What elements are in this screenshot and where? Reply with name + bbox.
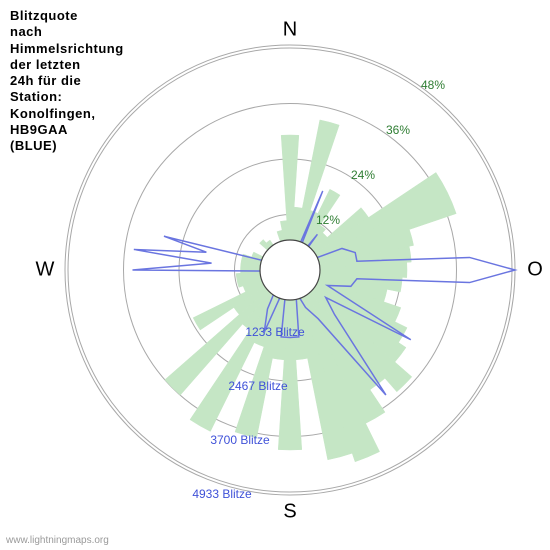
green-ring-label-0: 12% [316,213,340,227]
compass-N: N [283,19,297,42]
footer-credit: www.lightningmaps.org [6,535,109,546]
blue-ring-label-3: 4933 Blitze [192,487,251,501]
blue-ring-label-1: 2467 Blitze [228,379,287,393]
chart-title: Blitzquote nach Himmelsrichtung der letz… [10,8,124,154]
green-ring-label-3: 48% [421,78,445,92]
polar-chart-container: Blitzquote nach Himmelsrichtung der letz… [0,0,550,550]
blue-ring-label-0: 1233 Blitze [245,325,304,339]
green-ring-label-1: 24% [351,168,375,182]
blue-ring-label-2: 3700 Blitze [210,433,269,447]
compass-S: S [283,501,296,524]
compass-O: O [527,259,543,282]
compass-W: W [36,259,55,282]
green-ring-label-2: 36% [386,123,410,137]
